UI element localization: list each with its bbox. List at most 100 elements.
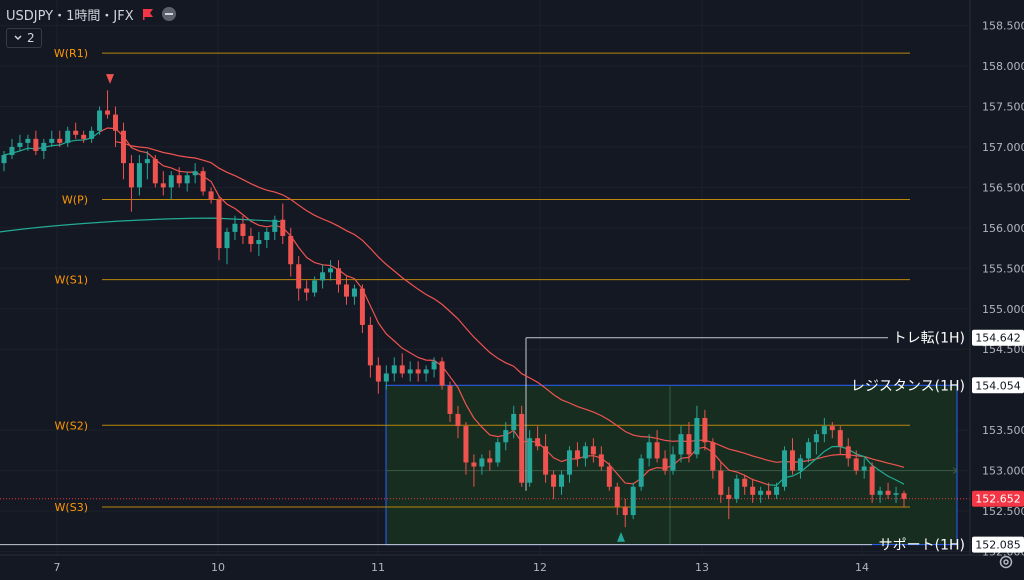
candle[interactable] xyxy=(845,446,851,459)
candle[interactable] xyxy=(582,446,588,459)
candle[interactable] xyxy=(853,458,859,471)
candle[interactable] xyxy=(113,114,119,131)
candle[interactable] xyxy=(702,417,708,443)
candle[interactable] xyxy=(152,159,158,184)
candle[interactable] xyxy=(81,134,87,139)
candle[interactable] xyxy=(383,373,389,382)
candle[interactable] xyxy=(750,486,756,495)
candle[interactable] xyxy=(893,493,899,495)
candle[interactable] xyxy=(280,219,286,236)
candle[interactable] xyxy=(320,272,326,281)
candle[interactable] xyxy=(543,446,549,475)
candle[interactable] xyxy=(439,361,445,386)
candle[interactable] xyxy=(288,235,294,265)
candle[interactable] xyxy=(551,474,557,487)
candle[interactable] xyxy=(328,268,334,273)
candle[interactable] xyxy=(176,175,182,184)
candle[interactable] xyxy=(638,458,644,487)
candle[interactable] xyxy=(57,138,63,143)
candle[interactable] xyxy=(694,417,700,455)
candle[interactable] xyxy=(240,223,246,236)
candle[interactable] xyxy=(65,130,71,143)
candle[interactable] xyxy=(208,191,214,200)
candle[interactable] xyxy=(630,486,636,516)
candle[interactable] xyxy=(128,163,134,188)
candle[interactable] xyxy=(766,490,772,495)
candle[interactable] xyxy=(463,426,469,463)
candle[interactable] xyxy=(829,426,835,431)
candle[interactable] xyxy=(511,413,517,431)
candle[interactable] xyxy=(25,138,31,143)
candle[interactable] xyxy=(670,454,676,471)
candle[interactable] xyxy=(837,430,843,447)
candle[interactable] xyxy=(861,466,867,471)
candle[interactable] xyxy=(296,264,302,289)
candle[interactable] xyxy=(813,434,819,443)
candle[interactable] xyxy=(343,284,349,297)
candle[interactable] xyxy=(168,175,174,188)
candle[interactable] xyxy=(718,470,724,495)
candle[interactable] xyxy=(136,163,142,188)
candle[interactable] xyxy=(726,494,732,499)
candle[interactable] xyxy=(734,478,740,499)
candle[interactable] xyxy=(423,369,429,374)
candle[interactable] xyxy=(49,138,55,143)
candle[interactable] xyxy=(192,171,198,176)
candle[interactable] xyxy=(312,280,318,293)
candle[interactable] xyxy=(885,490,891,495)
candle[interactable] xyxy=(367,324,373,366)
candle[interactable] xyxy=(646,442,652,459)
candle[interactable] xyxy=(399,365,405,374)
candle[interactable] xyxy=(447,385,453,414)
candle[interactable] xyxy=(654,442,660,459)
candle[interactable] xyxy=(391,365,397,374)
candle[interactable] xyxy=(33,138,39,151)
candle[interactable] xyxy=(304,288,310,293)
candle[interactable] xyxy=(455,413,461,427)
candle[interactable] xyxy=(566,450,572,475)
candle[interactable] xyxy=(901,493,907,499)
candle[interactable] xyxy=(471,462,477,467)
candle[interactable] xyxy=(17,142,23,147)
candle[interactable] xyxy=(662,458,668,471)
candle[interactable] xyxy=(710,442,716,471)
candle[interactable] xyxy=(574,450,580,459)
candle[interactable] xyxy=(678,434,684,455)
candle[interactable] xyxy=(351,288,357,297)
flag-icon[interactable] xyxy=(142,8,154,20)
candle[interactable] xyxy=(248,235,254,245)
candle[interactable] xyxy=(821,426,827,435)
candle[interactable] xyxy=(216,199,222,249)
candle[interactable] xyxy=(264,231,270,240)
indicators-collapse-button[interactable]: 2 xyxy=(6,28,42,48)
candle[interactable] xyxy=(200,171,206,192)
candle[interactable] xyxy=(89,130,95,139)
candle[interactable] xyxy=(797,458,803,471)
candle[interactable] xyxy=(598,454,604,467)
candle[interactable] xyxy=(232,223,238,232)
candle[interactable] xyxy=(375,365,381,382)
candle[interactable] xyxy=(272,219,278,232)
candle[interactable] xyxy=(622,506,628,516)
settings-gear-icon[interactable] xyxy=(998,554,1014,570)
candle[interactable] xyxy=(431,361,437,370)
candle[interactable] xyxy=(256,239,262,245)
candle[interactable] xyxy=(184,175,190,184)
candle[interactable] xyxy=(160,183,166,188)
candle[interactable] xyxy=(495,442,501,463)
candle[interactable] xyxy=(224,231,230,249)
candle[interactable] xyxy=(606,466,612,487)
candle[interactable] xyxy=(503,430,509,443)
symbol-title[interactable]: USDJPY・1時間・JFX xyxy=(6,8,134,24)
candle[interactable] xyxy=(877,490,883,495)
candle[interactable] xyxy=(336,268,342,285)
candle[interactable] xyxy=(415,369,421,374)
candle[interactable] xyxy=(407,369,413,374)
candle[interactable] xyxy=(359,288,365,325)
candle[interactable] xyxy=(559,474,565,487)
candle[interactable] xyxy=(487,458,493,463)
candle[interactable] xyxy=(9,146,15,156)
candle[interactable] xyxy=(535,438,541,447)
